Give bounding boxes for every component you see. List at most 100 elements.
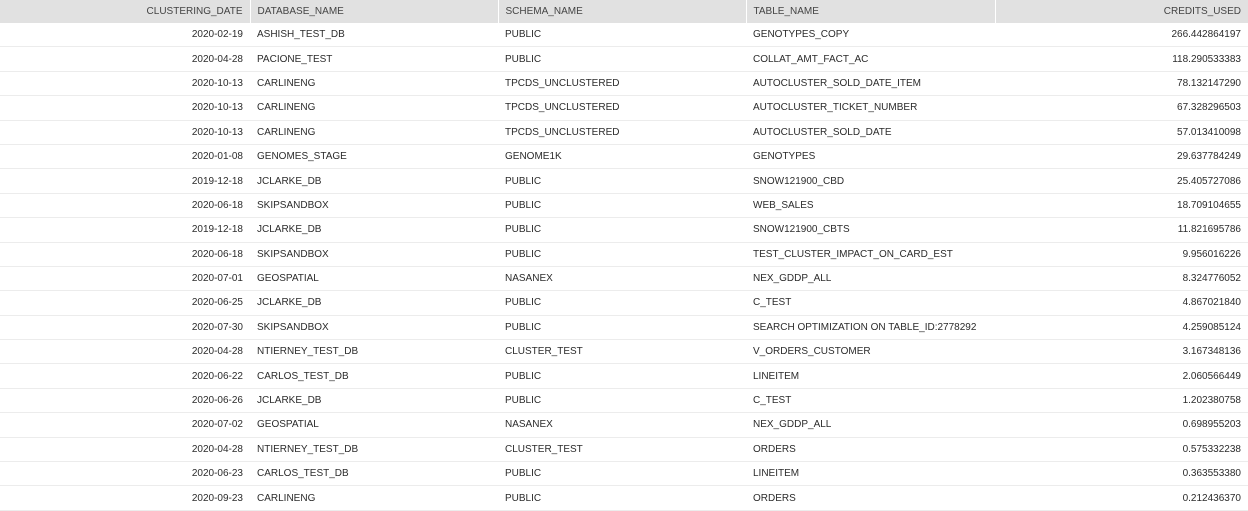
cell-schema-name[interactable]: NASANEX bbox=[498, 266, 746, 292]
cell-schema-name[interactable]: NASANEX bbox=[498, 412, 746, 438]
cell-schema-name[interactable]: CLUSTER_TEST bbox=[498, 437, 746, 463]
cell-table-name[interactable]: NEX_GDDP_ALL bbox=[746, 266, 995, 292]
cell-credits-used[interactable]: 4.867021840 bbox=[995, 290, 1248, 316]
cell-table-name[interactable]: AUTOCLUSTER_SOLD_DATE bbox=[746, 120, 995, 145]
cell-schema-name[interactable]: PUBLIC bbox=[498, 388, 746, 414]
cell-clustering-date[interactable]: 2020-10-13 bbox=[0, 95, 250, 121]
cell-clustering-date[interactable]: 2020-06-23 bbox=[0, 461, 250, 487]
table-row[interactable]: 2020-04-28 PACIONE_TEST PUBLIC COLLAT_AMT_F… bbox=[0, 46, 1248, 72]
cell-credits-used[interactable]: 3.167348136 bbox=[995, 339, 1248, 365]
cell-database-name[interactable]: ASHISH_TEST_DB bbox=[250, 23, 498, 48]
cell-database-name[interactable]: JCLARKE_DB bbox=[250, 168, 498, 194]
cell-schema-name[interactable]: PUBLIC bbox=[498, 461, 746, 487]
cell-schema-name[interactable]: PUBLIC bbox=[498, 242, 746, 267]
table-row[interactable]: 2020-10-13 CARLINENG TPCDS_UNCLUSTERED AUTO… bbox=[0, 95, 1248, 121]
cell-database-name[interactable]: SKIPSANDBOX bbox=[250, 193, 498, 219]
table-row[interactable]: 2020-06-18 SKIPSANDBOX PUBLIC TEST_CLUSTER_… bbox=[0, 242, 1248, 267]
table-row[interactable]: 2020-06-22 CARLOS_TEST_DB PUBLIC LINEITEM 2.… bbox=[0, 363, 1248, 389]
cell-table-name[interactable]: LINEITEM bbox=[746, 461, 995, 487]
cell-schema-name[interactable]: PUBLIC bbox=[498, 23, 746, 48]
cell-database-name[interactable]: CARLOS_TEST_DB bbox=[250, 461, 498, 487]
cell-schema-name[interactable]: TPCDS_UNCLUSTERED bbox=[498, 120, 746, 145]
cell-schema-name[interactable]: PUBLIC bbox=[498, 363, 746, 389]
cell-table-name[interactable]: LINEITEM bbox=[746, 363, 995, 389]
cell-database-name[interactable]: CARLINENG bbox=[250, 95, 498, 121]
cell-clustering-date[interactable]: 2020-01-08 bbox=[0, 144, 250, 170]
cell-table-name[interactable]: C_TEST bbox=[746, 388, 995, 414]
cell-database-name[interactable]: NTIERNEY_TEST_DB bbox=[250, 339, 498, 365]
cell-clustering-date[interactable]: 2020-06-18 bbox=[0, 193, 250, 219]
cell-clustering-date[interactable]: 2020-04-28 bbox=[0, 437, 250, 463]
table-row[interactable]: 2020-06-18 SKIPSANDBOX PUBLIC WEB_SALES 18.7… bbox=[0, 193, 1248, 219]
cell-clustering-date[interactable]: 2020-04-28 bbox=[0, 339, 250, 365]
cell-credits-used[interactable]: 67.328296503 bbox=[995, 95, 1248, 121]
cell-table-name[interactable]: GENOTYPES bbox=[746, 144, 995, 170]
cell-clustering-date[interactable]: 2020-06-25 bbox=[0, 290, 250, 316]
cell-database-name[interactable]: CARLINENG bbox=[250, 485, 498, 511]
cell-database-name[interactable]: PACIONE_TEST bbox=[250, 46, 498, 72]
cell-credits-used[interactable]: 118.290533383 bbox=[995, 46, 1248, 72]
cell-table-name[interactable]: AUTOCLUSTER_TICKET_NUMBER bbox=[746, 95, 995, 121]
column-header-database-name[interactable]: DATABASE_NAME bbox=[250, 0, 499, 23]
table-row[interactable]: 2020-09-23 CARLINENG PUBLIC ORDERS 0.2124363… bbox=[0, 485, 1248, 511]
cell-clustering-date[interactable]: 2020-07-01 bbox=[0, 266, 250, 292]
cell-database-name[interactable]: GEOSPATIAL bbox=[250, 412, 498, 438]
cell-database-name[interactable]: NTIERNEY_TEST_DB bbox=[250, 437, 498, 463]
table-row[interactable]: 2020-10-13 CARLINENG TPCDS_UNCLUSTERED AUTO… bbox=[0, 71, 1248, 97]
cell-table-name[interactable]: NEX_GDDP_ALL bbox=[746, 412, 995, 438]
cell-table-name[interactable]: COLLAT_AMT_FACT_AC bbox=[746, 46, 995, 72]
table-row[interactable]: 2020-01-08 GENOMES_STAGE GENOME1K GENOTYPES… bbox=[0, 144, 1248, 170]
cell-schema-name[interactable]: PUBLIC bbox=[498, 290, 746, 316]
cell-database-name[interactable]: JCLARKE_DB bbox=[250, 388, 498, 414]
cell-clustering-date[interactable]: 2020-02-19 bbox=[0, 23, 250, 48]
table-row[interactable]: 2020-06-23 CARLOS_TEST_DB PUBLIC LINEITEM 0.… bbox=[0, 461, 1248, 487]
cell-schema-name[interactable]: PUBLIC bbox=[498, 485, 746, 511]
cell-schema-name[interactable]: TPCDS_UNCLUSTERED bbox=[498, 71, 746, 97]
cell-table-name[interactable]: V_ORDERS_CUSTOMER bbox=[746, 339, 995, 365]
cell-table-name[interactable]: TEST_CLUSTER_IMPACT_ON_CARD_EST bbox=[746, 242, 995, 267]
cell-clustering-date[interactable]: 2020-06-22 bbox=[0, 363, 250, 389]
column-header-table-name[interactable]: TABLE_NAME bbox=[746, 0, 996, 23]
table-row[interactable]: 2020-02-19 ASHISH_TEST_DB PUBLIC GENOTYPES_… bbox=[0, 23, 1248, 48]
cell-table-name[interactable]: SEARCH OPTIMIZATION ON TABLE_ID:2778292 bbox=[746, 315, 995, 341]
cell-database-name[interactable]: GEOSPATIAL bbox=[250, 266, 498, 292]
cell-schema-name[interactable]: PUBLIC bbox=[498, 168, 746, 194]
cell-table-name[interactable]: ORDERS bbox=[746, 437, 995, 463]
cell-clustering-date[interactable]: 2020-06-26 bbox=[0, 388, 250, 414]
cell-table-name[interactable]: SNOW121900_CBD bbox=[746, 168, 995, 194]
cell-database-name[interactable]: SKIPSANDBOX bbox=[250, 315, 498, 341]
cell-schema-name[interactable]: TPCDS_UNCLUSTERED bbox=[498, 95, 746, 121]
cell-table-name[interactable]: AUTOCLUSTER_SOLD_DATE_ITEM bbox=[746, 71, 995, 97]
column-header-clustering-date[interactable]: CLUSTERING_DATE bbox=[0, 0, 251, 23]
cell-credits-used[interactable]: 78.132147290 bbox=[995, 71, 1248, 97]
cell-credits-used[interactable]: 0.698955203 bbox=[995, 412, 1248, 438]
table-row[interactable]: 2019-12-18 JCLARKE_DB PUBLIC SNOW121900_CBD… bbox=[0, 168, 1248, 194]
cell-credits-used[interactable]: 25.405727086 bbox=[995, 168, 1248, 194]
cell-clustering-date[interactable]: 2020-10-13 bbox=[0, 120, 250, 145]
cell-credits-used[interactable]: 0.363553380 bbox=[995, 461, 1248, 487]
cell-credits-used[interactable]: 57.013410098 bbox=[995, 120, 1248, 145]
cell-database-name[interactable]: SKIPSANDBOX bbox=[250, 242, 498, 267]
table-row[interactable]: 2020-06-26 JCLARKE_DB PUBLIC C_TEST 1.202380… bbox=[0, 388, 1248, 414]
cell-schema-name[interactable]: PUBLIC bbox=[498, 217, 746, 243]
cell-credits-used[interactable]: 266.442864197 bbox=[995, 23, 1248, 48]
cell-credits-used[interactable]: 29.637784249 bbox=[995, 144, 1248, 170]
cell-schema-name[interactable]: PUBLIC bbox=[498, 46, 746, 72]
table-row[interactable]: 2019-12-18 JCLARKE_DB PUBLIC SNOW121900_CBT… bbox=[0, 217, 1248, 243]
table-row[interactable]: 2020-07-01 GEOSPATIAL NASANEX NEX_GDDP_ALL 8… bbox=[0, 266, 1248, 292]
cell-database-name[interactable]: GENOMES_STAGE bbox=[250, 144, 498, 170]
cell-schema-name[interactable]: GENOME1K bbox=[498, 144, 746, 170]
cell-schema-name[interactable]: PUBLIC bbox=[498, 315, 746, 341]
cell-database-name[interactable]: CARLINENG bbox=[250, 120, 498, 145]
cell-clustering-date[interactable]: 2020-07-30 bbox=[0, 315, 250, 341]
cell-database-name[interactable]: CARLINENG bbox=[250, 71, 498, 97]
cell-clustering-date[interactable]: 2020-06-18 bbox=[0, 242, 250, 267]
cell-database-name[interactable]: CARLOS_TEST_DB bbox=[250, 363, 498, 389]
cell-table-name[interactable]: GENOTYPES_COPY bbox=[746, 23, 995, 48]
cell-credits-used[interactable]: 9.956016226 bbox=[995, 242, 1248, 267]
cell-credits-used[interactable]: 4.259085124 bbox=[995, 315, 1248, 341]
cell-table-name[interactable]: SNOW121900_CBTS bbox=[746, 217, 995, 243]
cell-credits-used[interactable]: 1.202380758 bbox=[995, 388, 1248, 414]
cell-schema-name[interactable]: CLUSTER_TEST bbox=[498, 339, 746, 365]
cell-table-name[interactable]: ORDERS bbox=[746, 485, 995, 511]
